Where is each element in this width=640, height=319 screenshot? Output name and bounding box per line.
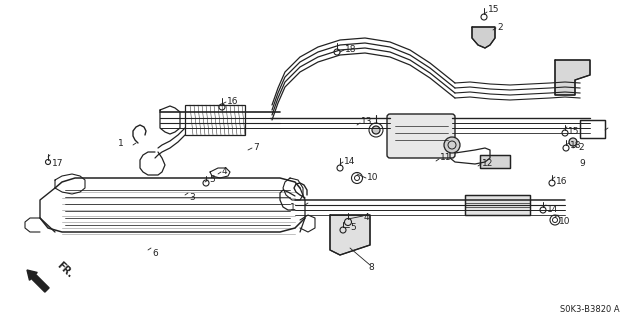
Text: 1: 1 xyxy=(118,139,124,149)
Text: 14: 14 xyxy=(547,205,558,214)
Text: 7: 7 xyxy=(253,143,259,152)
Text: 2: 2 xyxy=(497,23,502,32)
Text: 3: 3 xyxy=(189,194,195,203)
Text: 8: 8 xyxy=(368,263,374,272)
Text: 10: 10 xyxy=(559,217,570,226)
Text: 17: 17 xyxy=(52,159,63,167)
Text: 18: 18 xyxy=(345,44,356,54)
Text: 5: 5 xyxy=(350,224,356,233)
Polygon shape xyxy=(555,60,590,95)
Text: 1: 1 xyxy=(290,203,296,211)
Text: 9: 9 xyxy=(579,159,585,167)
Text: 4: 4 xyxy=(222,167,228,175)
Circle shape xyxy=(444,137,460,153)
FancyArrow shape xyxy=(27,270,49,292)
Polygon shape xyxy=(465,195,530,215)
Text: 10: 10 xyxy=(367,173,378,182)
Text: 18: 18 xyxy=(570,140,582,150)
Text: 6: 6 xyxy=(152,249,157,257)
Polygon shape xyxy=(480,155,510,168)
FancyBboxPatch shape xyxy=(387,114,455,158)
Text: 16: 16 xyxy=(227,97,239,106)
Text: 16: 16 xyxy=(556,176,568,186)
Text: 2: 2 xyxy=(578,144,584,152)
Text: 13: 13 xyxy=(361,117,372,127)
Text: 4: 4 xyxy=(364,213,370,222)
Text: S0K3-B3820 A: S0K3-B3820 A xyxy=(561,306,620,315)
Circle shape xyxy=(569,138,577,146)
Text: 11: 11 xyxy=(440,153,451,162)
Text: 5: 5 xyxy=(209,174,215,183)
Text: 14: 14 xyxy=(344,157,355,166)
Polygon shape xyxy=(472,27,495,48)
Text: 12: 12 xyxy=(482,159,493,167)
Text: 15: 15 xyxy=(568,128,579,137)
Polygon shape xyxy=(330,215,370,255)
Text: 15: 15 xyxy=(488,5,499,14)
Text: FR.: FR. xyxy=(55,260,75,280)
Circle shape xyxy=(372,126,380,134)
